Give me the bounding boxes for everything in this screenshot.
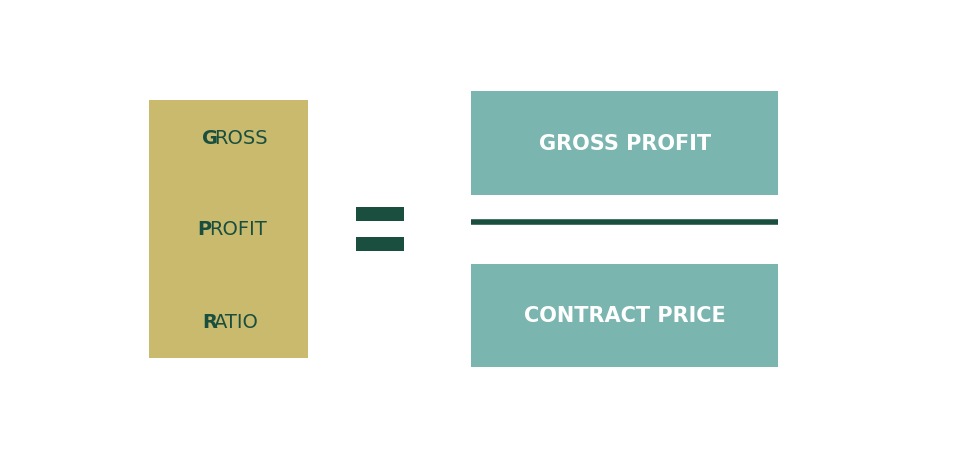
Text: R: R (202, 312, 217, 331)
Text: ROFIT: ROFIT (209, 220, 267, 239)
Text: ATIO: ATIO (214, 312, 259, 331)
Text: G: G (202, 128, 218, 147)
Text: GROSS PROFIT: GROSS PROFIT (538, 134, 711, 153)
Text: P: P (197, 220, 210, 239)
FancyBboxPatch shape (471, 264, 778, 367)
Text: ROSS: ROSS (214, 128, 268, 147)
Text: CONTRACT PRICE: CONTRACT PRICE (524, 306, 726, 325)
FancyBboxPatch shape (471, 92, 778, 195)
FancyBboxPatch shape (149, 101, 308, 358)
FancyBboxPatch shape (356, 207, 404, 222)
FancyBboxPatch shape (356, 237, 404, 251)
